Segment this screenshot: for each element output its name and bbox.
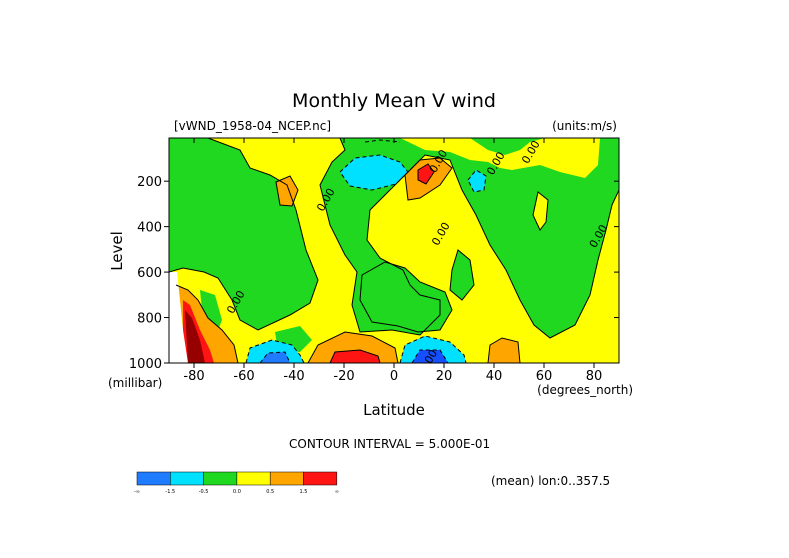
contour-interval-text: CONTOUR INTERVAL = 5.000E-01 — [289, 437, 490, 451]
colorbar-segment — [303, 471, 338, 486]
y-axis-ticks: 200 400 600 800 1000 — [129, 175, 619, 372]
contour-fill-weak-positive — [169, 138, 619, 363]
y-tick-label: 600 — [137, 266, 162, 281]
mean-longitude-text: (mean) lon:0..357.5 — [491, 474, 610, 488]
contour-plot: 0.000.000.00 0.000.000.00 0.000.00 — [169, 138, 619, 363]
contour-fill-negative — [340, 155, 408, 190]
y-tick-label: 1000 — [129, 357, 162, 372]
contour-fill-weak-positive — [533, 192, 548, 230]
colorbar-tick-label: ∞ — [335, 489, 339, 495]
x-axis-label: Latitude — [363, 401, 425, 419]
contour-lines — [169, 138, 619, 363]
colorbar-tick-label: 0.0 — [233, 489, 241, 495]
contour-fill-negative — [246, 340, 304, 363]
x-tick-label: 20 — [436, 369, 453, 384]
contour-missing-region — [169, 272, 188, 363]
x-axis-ticks: -80 -60 -40 -20 0 20 40 60 80 — [183, 138, 602, 384]
contour-fill-positive — [276, 176, 298, 206]
x-tick-label: -80 — [183, 369, 204, 384]
x-tick-label: -20 — [333, 369, 354, 384]
y-tick-label: 200 — [137, 175, 162, 190]
x-tick-label: -40 — [283, 369, 304, 384]
x-tick-label: 60 — [536, 369, 553, 384]
contour-fill-dark-red — [185, 310, 205, 363]
y-axis-units: (millibar) — [108, 376, 162, 390]
x-tick-label: 80 — [586, 369, 603, 384]
contour-fill-strong-negative — [260, 352, 290, 363]
y-tick-label: 400 — [137, 221, 162, 236]
contour-fill-weak-negative — [360, 262, 452, 332]
contour-fill-negative — [468, 170, 486, 192]
chart-title: Monthly Mean V wind — [292, 90, 496, 112]
colorbar-tick-label: -1.5 — [165, 489, 175, 495]
y-axis-label: Level — [108, 231, 126, 271]
y-tick-label: 800 — [137, 312, 162, 327]
units-label: (units:m/s) — [552, 119, 617, 133]
colorbar-tick-label: 1.5 — [300, 489, 308, 495]
colorbar-segment — [136, 471, 171, 486]
colorbar-tick-label: 0.5 — [266, 489, 274, 495]
colorbar-segment — [203, 471, 238, 486]
colorbar-segment — [269, 471, 304, 486]
x-axis-units: (degrees_north) — [537, 383, 633, 397]
contour-fill-weak-positive — [400, 138, 600, 178]
colorbar: -∞ -1.5 -0.5 0.0 0.5 1.5 ∞ — [134, 471, 339, 495]
contour-fill-strong-negative — [412, 350, 448, 363]
colorbar-segment — [170, 471, 204, 486]
x-tick-label: 40 — [486, 369, 503, 384]
contour-fill-strong-positive — [418, 164, 434, 184]
x-tick-label: 0 — [390, 369, 398, 384]
dataset-label: [vWND_1958-04_NCEP.nc] — [174, 119, 331, 133]
colorbar-segment — [236, 471, 271, 486]
x-tick-label: -60 — [233, 369, 254, 384]
contour-fill-strong-positive — [330, 350, 380, 363]
contour-fill-weak-negative — [450, 250, 474, 300]
contour-lines-negative — [245, 139, 487, 363]
colorbar-tick-label: -∞ — [134, 489, 140, 495]
colorbar-tick-label: -0.5 — [199, 489, 209, 495]
contour-fill-positive — [488, 338, 520, 363]
